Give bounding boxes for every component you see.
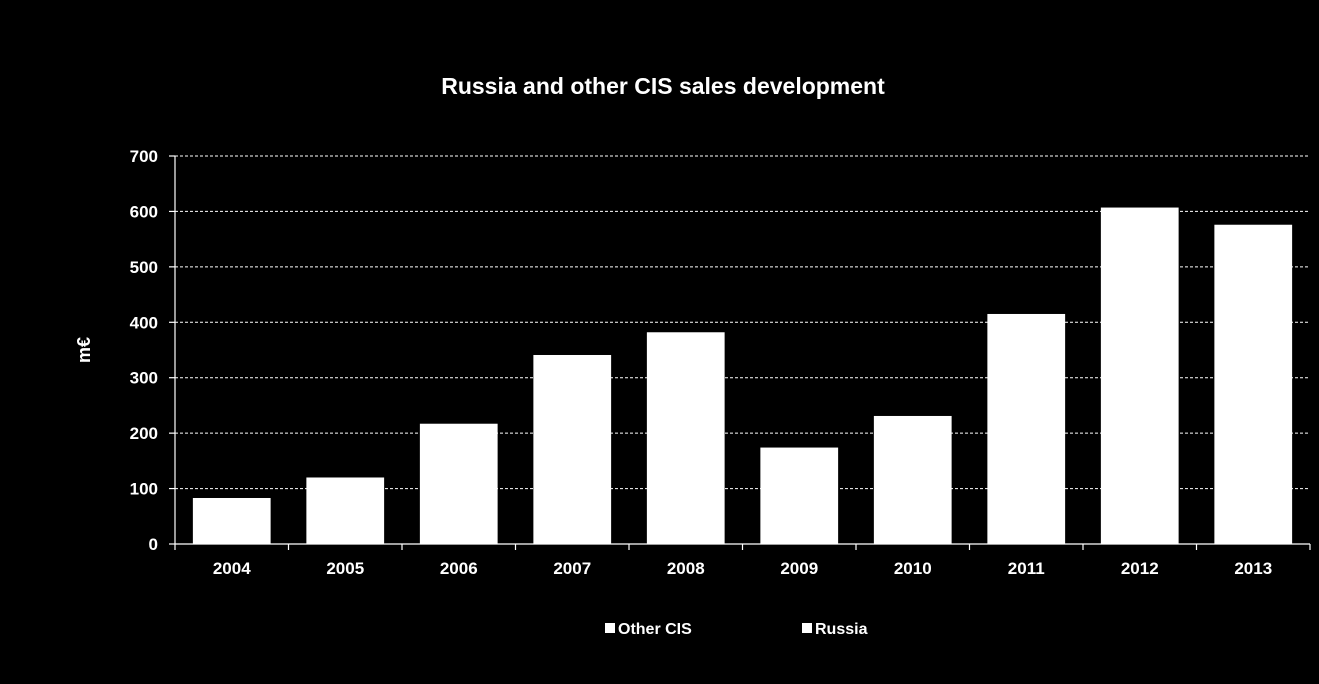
- bar-russia-2011: [987, 313, 1066, 544]
- y-tick-label-0: 0: [149, 535, 158, 554]
- y-tick-label-300: 300: [130, 369, 158, 388]
- x-tick-label-2010: 2010: [894, 559, 932, 578]
- y-tick-labels: 0 100 200 300 400 500 600 700: [130, 147, 158, 554]
- x-tick-label-2008: 2008: [667, 559, 705, 578]
- legend: Other CIS Russia: [605, 621, 868, 638]
- x-tick-label-2009: 2009: [780, 559, 818, 578]
- bar-russia-2013: [1214, 224, 1293, 544]
- y-axis-label: m€: [74, 337, 94, 363]
- legend-swatch-other-cis: [605, 623, 615, 633]
- x-tick-label-2004: 2004: [213, 559, 251, 578]
- bar-russia-2004: [192, 497, 271, 544]
- y-tick-label-700: 700: [130, 147, 158, 166]
- y-tick-label-100: 100: [130, 480, 158, 499]
- y-tick-label-500: 500: [130, 258, 158, 277]
- x-tick-label-2005: 2005: [326, 559, 364, 578]
- legend-label-other-cis: Other CIS: [618, 621, 692, 638]
- chart-title: Russia and other CIS sales development: [441, 73, 885, 99]
- axes: [169, 155, 1311, 550]
- x-tick-label-2012: 2012: [1121, 559, 1159, 578]
- x-tick-label-2013: 2013: [1234, 559, 1272, 578]
- x-tick-labels: 2004 2005 2006 2007 2008 2009 2010 2011 2012 2013: [213, 559, 1272, 578]
- bar-russia-2008: [646, 332, 725, 544]
- bar-russia-2005: [306, 477, 385, 544]
- bar-russia-2009: [760, 447, 839, 544]
- bar-russia-2007: [533, 354, 612, 544]
- y-tick-label-400: 400: [130, 313, 158, 332]
- bars: [192, 207, 1293, 544]
- y-tick-label-200: 200: [130, 424, 158, 443]
- x-tick-label-2007: 2007: [553, 559, 591, 578]
- bar-russia-2010: [873, 415, 952, 544]
- bar-russia-2006: [419, 423, 498, 544]
- legend-swatch-russia: [802, 623, 812, 633]
- x-tick-label-2011: 2011: [1008, 559, 1045, 578]
- y-tick-label-600: 600: [130, 202, 158, 221]
- x-tick-label-2006: 2006: [440, 559, 478, 578]
- bar-russia-2012: [1100, 207, 1179, 544]
- legend-label-russia: Russia: [815, 621, 868, 638]
